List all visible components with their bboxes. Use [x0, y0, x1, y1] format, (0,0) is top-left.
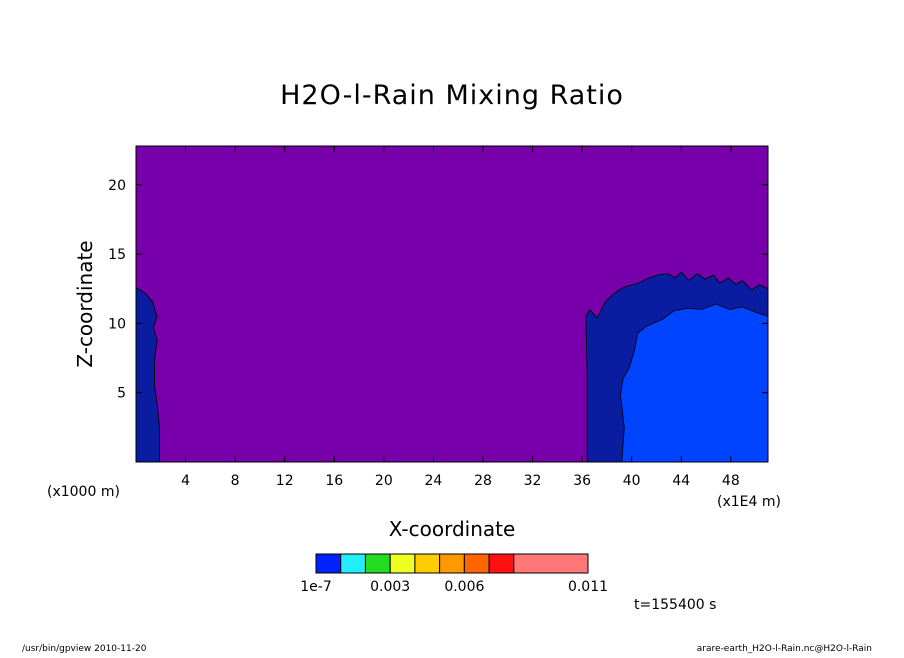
footer-left: /usr/bin/gpview 2010-11-20	[22, 644, 147, 654]
time-label: t=155400 s	[634, 597, 716, 613]
x-tick-label: 40	[623, 473, 641, 489]
colorbar-swatch	[463, 553, 490, 574]
y-tick-label: 5	[117, 386, 126, 402]
contour-region-0	[135, 286, 160, 463]
x-tick-label: 16	[325, 473, 343, 489]
y-axis-label: Z-coordinate	[73, 240, 97, 367]
colorbar-swatch	[439, 553, 465, 574]
colorbar-label: 0.011	[568, 579, 608, 595]
colorbar: 1e-7 0.003 0.006 0.011	[300, 553, 608, 595]
x-tick-label: 28	[474, 473, 492, 489]
x-tick-label: 20	[375, 473, 393, 489]
x-axis-unit: (x1E4 m)	[717, 494, 781, 510]
y-tick-label: 15	[108, 247, 126, 263]
x-tick-label: 44	[672, 473, 690, 489]
contour-regions	[135, 271, 769, 463]
colorbar-label: 0.006	[444, 579, 484, 595]
colorbar-swatch	[414, 553, 441, 574]
colorbar-swatch	[389, 553, 416, 574]
contour-region-2	[620, 303, 769, 463]
x-tick-label: 12	[276, 473, 294, 489]
x-axis-ticks: 4 8 12 16 20 24 28 32 36 40 44 48	[181, 146, 740, 489]
x-axis-label: X-coordinate	[389, 517, 516, 541]
colorbar-swatch	[364, 553, 391, 574]
plot-area	[135, 145, 769, 463]
plot-frame	[135, 145, 769, 463]
footer-right: arare-earth_H2O-l-Rain.nc@H2O-l-Rain	[697, 644, 872, 654]
y-axis-unit: (x1000 m)	[47, 484, 120, 500]
colorbar-swatch	[513, 553, 589, 574]
x-tick-label: 8	[231, 473, 240, 489]
colorbar-label: 0.003	[370, 579, 410, 595]
chart-title: H2O-l-Rain Mixing Ratio	[280, 80, 624, 111]
colorbar-swatch	[488, 553, 515, 574]
colorbar-swatch	[340, 553, 366, 574]
x-tick-label: 36	[573, 473, 591, 489]
colorbar-swatch	[315, 553, 342, 574]
colorbar-label: 1e-7	[300, 579, 331, 595]
x-tick-label: 48	[722, 473, 740, 489]
y-axis-ticks: 5 10 15 20	[108, 178, 768, 402]
x-tick-label: 24	[424, 473, 442, 489]
y-tick-label: 10	[108, 316, 126, 332]
y-tick-label: 20	[108, 178, 126, 194]
x-tick-label: 32	[524, 473, 542, 489]
x-tick-label: 4	[181, 473, 190, 489]
